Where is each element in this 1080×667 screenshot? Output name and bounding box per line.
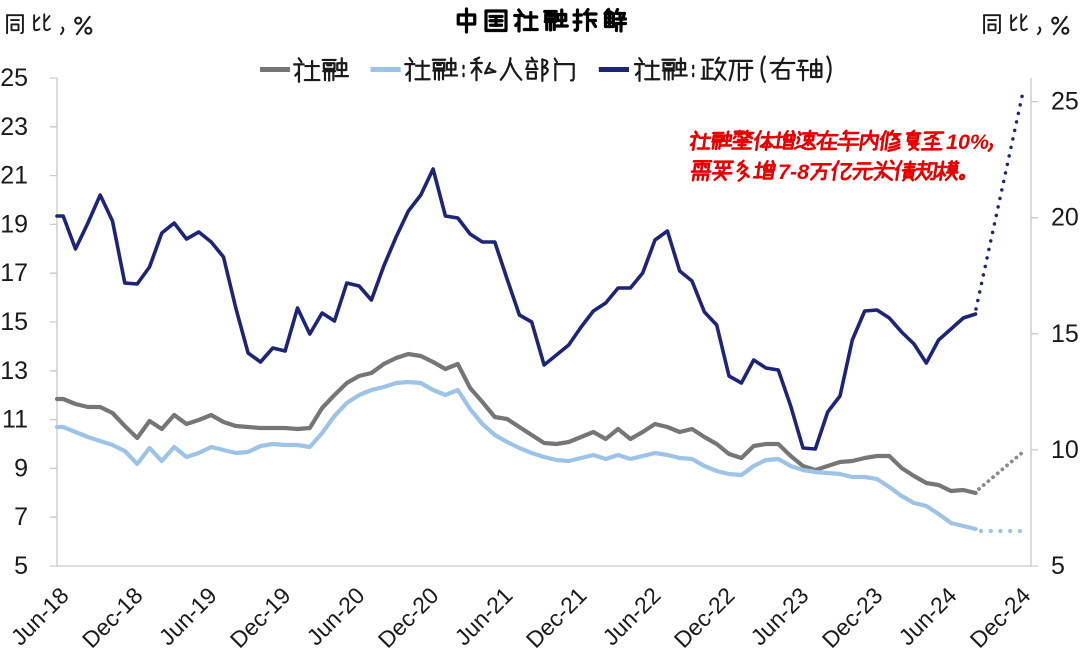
svg-text:7-8: 7-8 [778, 160, 809, 184]
svg-text:25: 25 [0, 64, 28, 92]
svg-text:9: 9 [14, 454, 28, 482]
svg-text:5: 5 [14, 552, 28, 580]
svg-text:13: 13 [0, 357, 28, 385]
svg-text:15: 15 [1051, 320, 1079, 348]
svg-text:10%: 10% [946, 130, 989, 154]
svg-text:7: 7 [14, 503, 28, 531]
svg-text:21: 21 [0, 162, 28, 190]
svg-text:5: 5 [1051, 552, 1065, 580]
svg-text:19: 19 [0, 210, 28, 238]
svg-text:10: 10 [1051, 436, 1079, 464]
svg-text:17: 17 [0, 259, 28, 287]
svg-text:20: 20 [1051, 204, 1079, 232]
svg-text:25: 25 [1051, 88, 1079, 116]
svg-text:23: 23 [0, 113, 28, 141]
svg-text:15: 15 [0, 308, 28, 336]
svg-text:11: 11 [2, 406, 28, 434]
